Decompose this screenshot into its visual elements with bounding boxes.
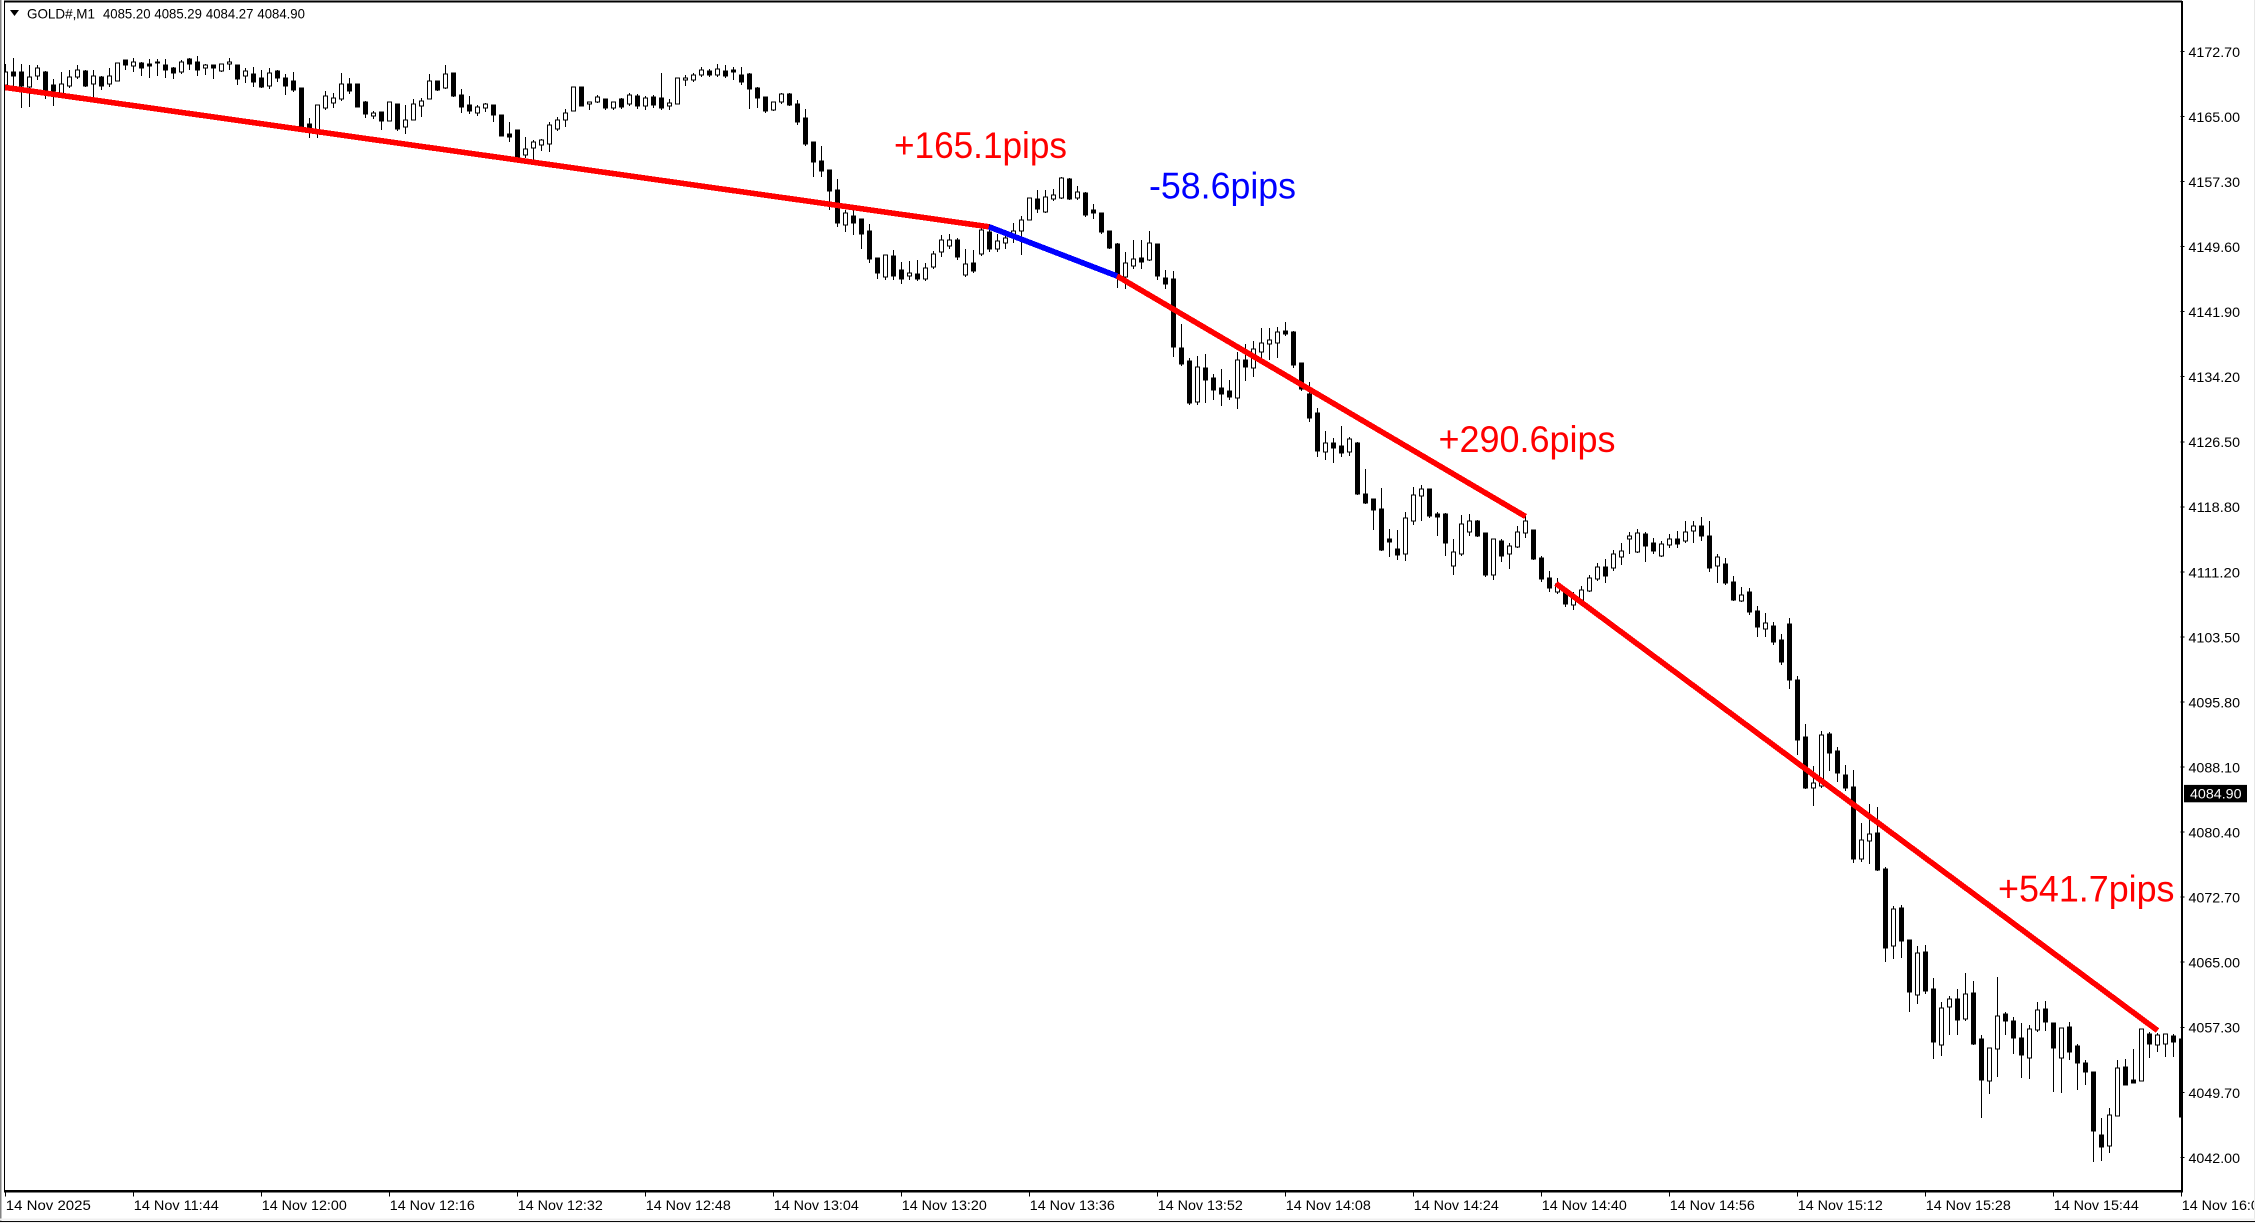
svg-text:14 Nov 13:20: 14 Nov 13:20: [902, 1197, 987, 1213]
svg-text:4172.70: 4172.70: [2189, 44, 2241, 60]
svg-text:4088.10: 4088.10: [2189, 760, 2241, 776]
svg-text:4165.00: 4165.00: [2189, 109, 2241, 125]
svg-text:14 Nov 12:00: 14 Nov 12:00: [262, 1197, 347, 1213]
svg-text:14 Nov 15:28: 14 Nov 15:28: [1926, 1197, 2011, 1213]
svg-text:14 Nov 14:08: 14 Nov 14:08: [1286, 1197, 1371, 1213]
svg-text:4065.00: 4065.00: [2189, 955, 2241, 971]
svg-text:4141.90: 4141.90: [2189, 304, 2241, 320]
svg-text:14 Nov 12:16: 14 Nov 12:16: [390, 1197, 475, 1213]
svg-text:GOLD#,M1: GOLD#,M1: [27, 6, 95, 22]
svg-text:14 Nov 14:56: 14 Nov 14:56: [1670, 1197, 1755, 1213]
svg-text:4134.20: 4134.20: [2189, 369, 2241, 385]
svg-text:+165.1pips: +165.1pips: [894, 125, 1067, 166]
svg-text:14 Nov 15:44: 14 Nov 15:44: [2054, 1197, 2139, 1213]
svg-text:4095.80: 4095.80: [2189, 694, 2241, 710]
svg-text:4157.30: 4157.30: [2189, 174, 2241, 190]
svg-text:4085.20: 4085.20: [103, 6, 151, 22]
svg-text:-58.6pips: -58.6pips: [1149, 165, 1296, 206]
svg-text:4057.30: 4057.30: [2189, 1020, 2241, 1036]
svg-text:4049.70: 4049.70: [2189, 1085, 2241, 1101]
svg-text:4085.29: 4085.29: [154, 6, 202, 22]
svg-text:14 Nov 13:04: 14 Nov 13:04: [774, 1197, 859, 1213]
svg-text:14 Nov 11:44: 14 Nov 11:44: [134, 1197, 219, 1213]
svg-text:14 Nov 12:32: 14 Nov 12:32: [518, 1197, 603, 1213]
svg-text:14 Nov 14:40: 14 Nov 14:40: [1542, 1197, 1627, 1213]
svg-text:4042.00: 4042.00: [2189, 1150, 2241, 1166]
svg-text:4149.60: 4149.60: [2189, 239, 2241, 255]
svg-text:14 Nov 12:48: 14 Nov 12:48: [646, 1197, 731, 1213]
svg-text:14 Nov 2025: 14 Nov 2025: [6, 1197, 91, 1213]
svg-text:4126.50: 4126.50: [2189, 434, 2241, 450]
svg-text:14 Nov 13:52: 14 Nov 13:52: [1158, 1197, 1243, 1213]
svg-text:14 Nov 16:00: 14 Nov 16:00: [2182, 1197, 2255, 1213]
svg-text:14 Nov 15:12: 14 Nov 15:12: [1798, 1197, 1883, 1213]
svg-text:4084.27: 4084.27: [206, 6, 254, 22]
svg-text:4111.20: 4111.20: [2189, 564, 2241, 580]
svg-text:+541.7pips: +541.7pips: [1998, 869, 2175, 910]
svg-text:4084.90: 4084.90: [2190, 785, 2242, 801]
svg-text:14 Nov 14:24: 14 Nov 14:24: [1414, 1197, 1499, 1213]
svg-text:4080.40: 4080.40: [2189, 825, 2241, 841]
svg-text:14 Nov 13:36: 14 Nov 13:36: [1030, 1197, 1115, 1213]
svg-text:4072.70: 4072.70: [2189, 890, 2241, 906]
svg-text:4118.80: 4118.80: [2189, 499, 2241, 515]
svg-text:4084.90: 4084.90: [257, 6, 305, 22]
svg-text:+290.6pips: +290.6pips: [1439, 419, 1616, 460]
svg-text:4103.50: 4103.50: [2189, 629, 2241, 645]
